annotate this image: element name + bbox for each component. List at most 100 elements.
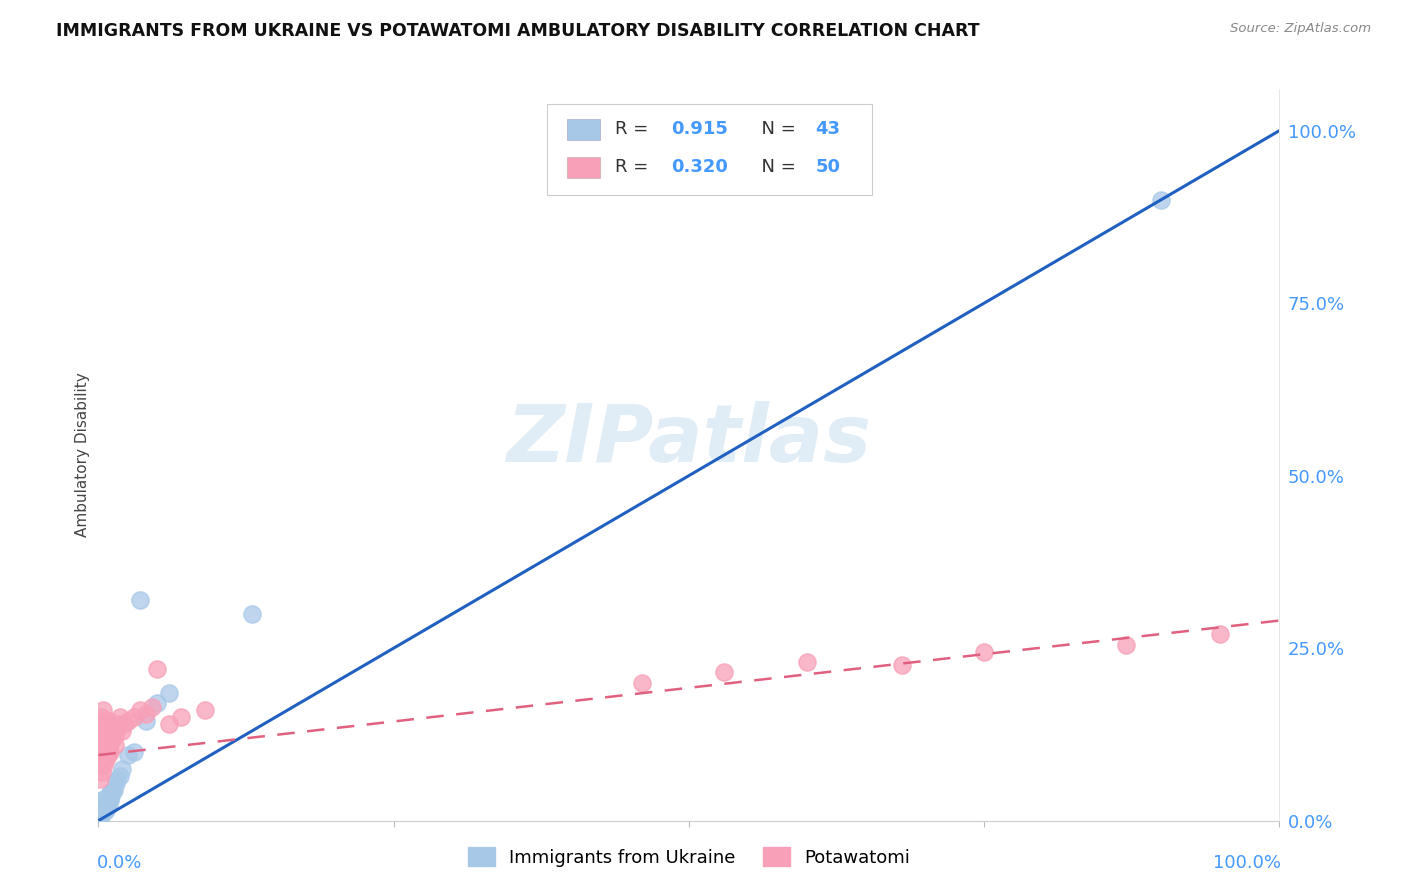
Point — [713, 665, 735, 680]
Point — [1115, 638, 1137, 652]
Point — [90, 808, 112, 822]
Point — [128, 703, 150, 717]
Point — [1209, 627, 1232, 641]
Text: R =: R = — [614, 159, 654, 177]
Point — [146, 662, 169, 676]
Point — [128, 592, 150, 607]
Point — [170, 710, 193, 724]
Point — [141, 699, 163, 714]
Text: 0.0%: 0.0% — [97, 854, 142, 871]
Point — [135, 706, 157, 721]
Point — [117, 748, 139, 763]
Point — [94, 751, 117, 765]
Text: Source: ZipAtlas.com: Source: ZipAtlas.com — [1230, 22, 1371, 36]
Point — [105, 775, 128, 789]
Point — [91, 765, 114, 780]
Point — [96, 800, 118, 814]
Point — [194, 703, 217, 717]
Point — [108, 769, 131, 783]
Point — [104, 738, 127, 752]
Point — [103, 782, 125, 797]
Point — [100, 789, 122, 804]
Point — [157, 717, 180, 731]
Point — [105, 772, 128, 787]
Point — [240, 607, 263, 621]
Point — [111, 723, 134, 738]
Point — [117, 714, 139, 728]
Point — [91, 738, 114, 752]
Text: 43: 43 — [815, 120, 841, 138]
Point — [91, 806, 114, 821]
Point — [98, 745, 121, 759]
Point — [90, 758, 112, 772]
Point — [630, 675, 652, 690]
Point — [91, 793, 114, 807]
Text: ZIPatlas: ZIPatlas — [506, 401, 872, 479]
Point — [97, 789, 120, 804]
Text: 50: 50 — [815, 159, 841, 177]
Point — [90, 797, 112, 811]
Point — [98, 714, 121, 728]
Point — [89, 800, 111, 814]
Point — [90, 801, 112, 815]
Text: IMMIGRANTS FROM UKRAINE VS POTAWATOMI AMBULATORY DISABILITY CORRELATION CHART: IMMIGRANTS FROM UKRAINE VS POTAWATOMI AM… — [56, 22, 980, 40]
Point — [98, 717, 121, 731]
FancyBboxPatch shape — [567, 157, 600, 178]
Point — [91, 803, 114, 817]
Point — [98, 797, 121, 811]
FancyBboxPatch shape — [567, 120, 600, 140]
Point — [94, 793, 117, 807]
Point — [93, 797, 115, 811]
Point — [97, 731, 120, 745]
Point — [90, 731, 112, 745]
Point — [89, 810, 111, 824]
Point — [93, 738, 115, 752]
Point — [97, 748, 120, 763]
Point — [90, 805, 112, 820]
Point — [89, 745, 111, 759]
Point — [1150, 193, 1173, 207]
Text: R =: R = — [614, 120, 654, 138]
Text: N =: N = — [751, 159, 801, 177]
Point — [98, 793, 121, 807]
Point — [93, 805, 115, 820]
Point — [91, 731, 114, 745]
Legend: Immigrants from Ukraine, Potawatomi: Immigrants from Ukraine, Potawatomi — [461, 840, 917, 874]
Point — [90, 710, 112, 724]
Point — [105, 721, 128, 735]
Point — [93, 801, 115, 815]
Point — [91, 751, 114, 765]
Point — [93, 714, 115, 728]
Point — [105, 727, 128, 741]
Text: 0.320: 0.320 — [671, 159, 728, 177]
Point — [97, 797, 120, 811]
Point — [146, 696, 169, 710]
Point — [96, 793, 118, 807]
Point — [135, 714, 157, 728]
Point — [93, 758, 115, 772]
Point — [122, 745, 145, 759]
Point — [796, 655, 818, 669]
Point — [103, 723, 125, 738]
Point — [108, 710, 131, 724]
Point — [98, 786, 121, 800]
Point — [89, 772, 111, 787]
Point — [89, 806, 111, 821]
Text: 100.0%: 100.0% — [1212, 854, 1281, 871]
Point — [101, 782, 124, 797]
Point — [91, 800, 114, 814]
Point — [91, 793, 114, 807]
Point — [91, 717, 114, 731]
Point — [91, 703, 114, 717]
Point — [157, 686, 180, 700]
Point — [890, 658, 912, 673]
Point — [112, 717, 135, 731]
Point — [111, 762, 134, 776]
Point — [94, 803, 117, 817]
Point — [94, 800, 117, 814]
Point — [96, 717, 118, 731]
Point — [122, 710, 145, 724]
Point — [91, 803, 114, 817]
FancyBboxPatch shape — [547, 103, 872, 195]
Point — [91, 800, 114, 814]
